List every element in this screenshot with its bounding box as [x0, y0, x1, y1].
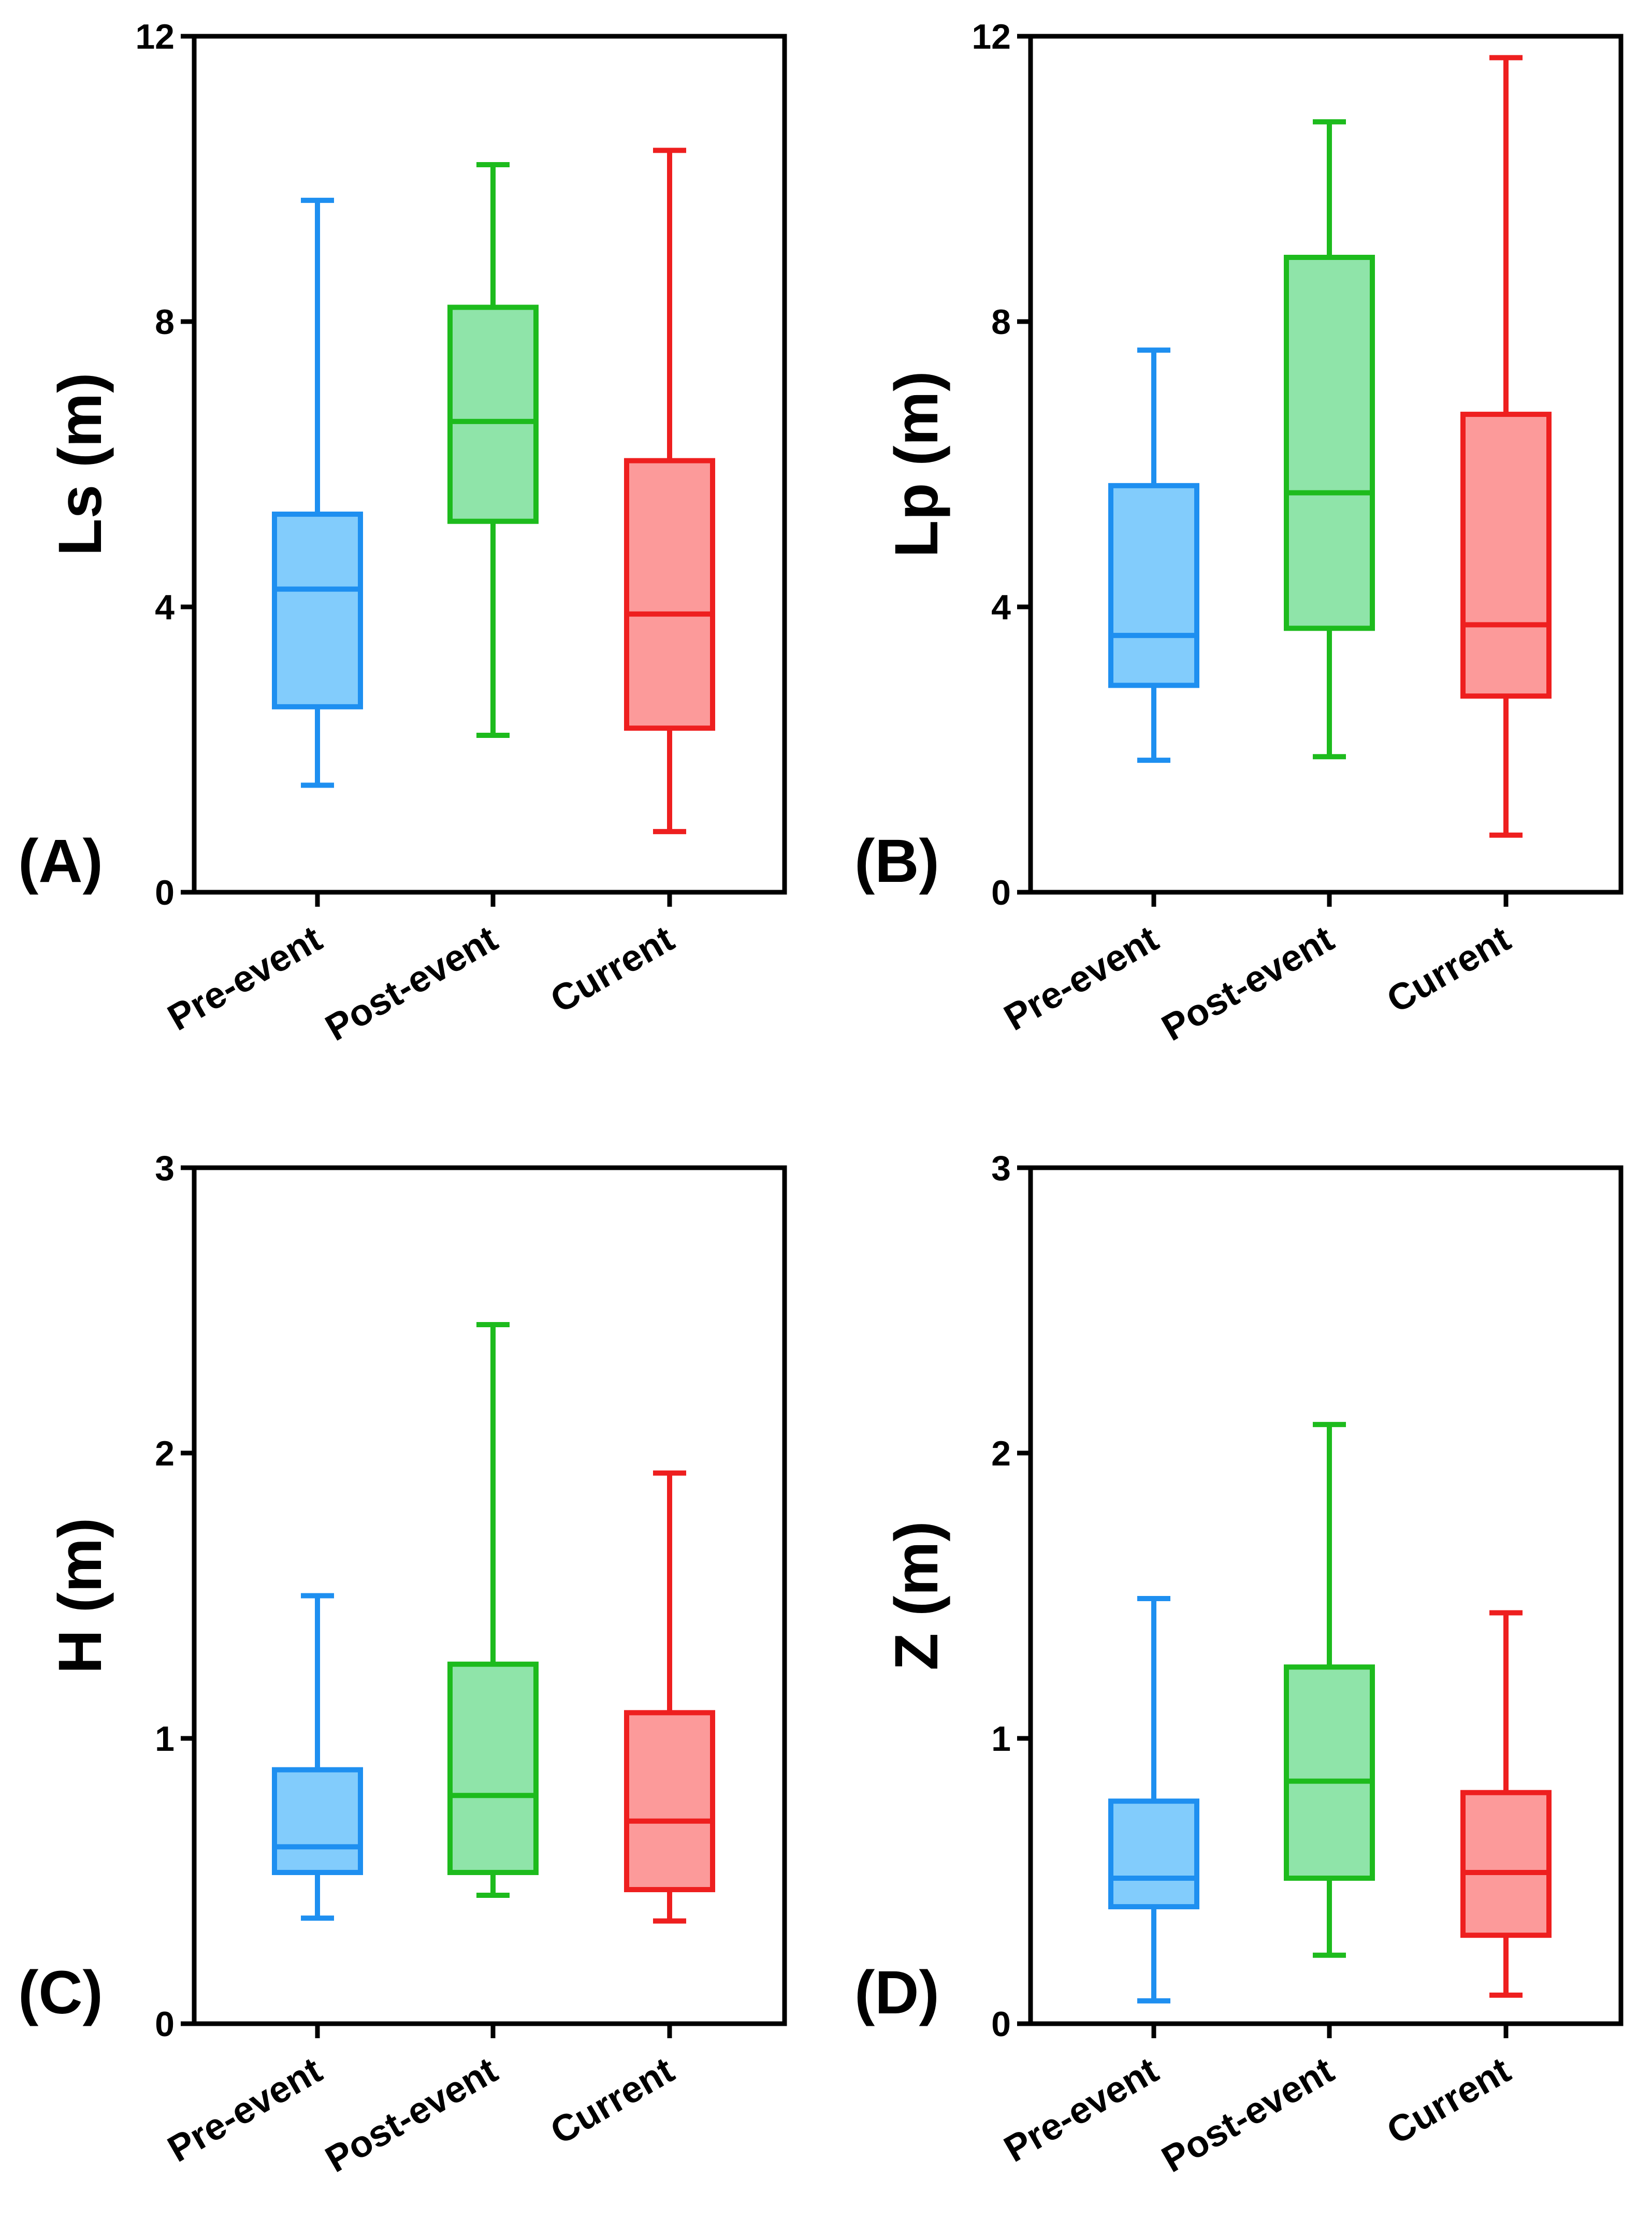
x-category-label-current: Current	[544, 2050, 681, 2153]
y-axis-title: Ls (m)	[46, 373, 114, 556]
y-tick-label: 0	[155, 2005, 175, 2044]
y-tick-label: 1	[155, 1719, 175, 1759]
y-tick-label: 4	[155, 588, 175, 627]
panel-label: (D)	[854, 1958, 939, 2027]
x-category-label-post-event: Post-event	[1155, 2050, 1341, 2181]
iqr-box-current	[624, 1710, 715, 1893]
plot-frame	[192, 34, 787, 895]
plot-frame	[1028, 1165, 1624, 2026]
x-category-label-pre-event: Pre-event	[161, 2050, 329, 2170]
y-tick-label: 12	[972, 17, 1011, 56]
y-tick-label: 8	[155, 302, 175, 342]
x-category-label-current: Current	[1380, 2050, 1517, 2153]
y-tick-label: 3	[155, 1149, 175, 1188]
panel-label: (C)	[18, 1958, 103, 2027]
box-pre-event	[272, 197, 363, 788]
y-tick-label: 0	[991, 873, 1011, 912]
y-axis-title: H (m)	[46, 1518, 114, 1674]
box-current	[624, 1470, 715, 1924]
x-category-label-pre-event: Pre-event	[997, 2050, 1165, 2170]
y-tick-label: 3	[991, 1149, 1011, 1188]
iqr-box-post-event	[1284, 255, 1375, 631]
box-current	[624, 148, 715, 834]
y-tick-label: 2	[155, 1434, 175, 1473]
y-tick-label: 2	[991, 1434, 1011, 1473]
iqr-box-post-event	[447, 1661, 539, 1875]
box-post-event	[1284, 119, 1375, 760]
y-axis-title: Lp (m)	[882, 371, 951, 557]
box-post-event	[1284, 1421, 1375, 1958]
y-tick-label: 1	[991, 1719, 1011, 1759]
x-category-label-post-event: Post-event	[1155, 918, 1341, 1049]
box-pre-event	[1108, 1596, 1199, 2004]
plot-frame	[1028, 34, 1624, 895]
x-category-label-pre-event: Pre-event	[997, 918, 1165, 1039]
x-category-label-post-event: Post-event	[318, 2050, 504, 2181]
box-post-event	[447, 162, 539, 738]
iqr-box-pre-event	[272, 511, 363, 709]
panel-label: (B)	[854, 827, 939, 895]
box-post-event	[447, 1322, 539, 1898]
y-tick-label: 12	[135, 17, 175, 56]
x-category-label-current: Current	[1380, 918, 1517, 1021]
box-pre-event	[1108, 347, 1199, 763]
iqr-box-post-event	[447, 304, 539, 524]
y-tick-label: 0	[991, 2005, 1011, 2044]
x-category-label-post-event: Post-event	[318, 918, 504, 1049]
panel-label: (A)	[18, 827, 103, 895]
iqr-box-post-event	[1284, 1664, 1375, 1881]
iqr-box-pre-event	[272, 1767, 363, 1875]
y-tick-label: 4	[991, 588, 1011, 627]
y-axis-title: Z (m)	[882, 1521, 951, 1670]
x-category-label-pre-event: Pre-event	[161, 918, 329, 1039]
y-tick-label: 8	[991, 302, 1011, 342]
box-current	[1460, 55, 1552, 838]
box-pre-event	[272, 1593, 363, 1921]
plot-frame	[192, 1165, 787, 2026]
iqr-box-current	[624, 458, 715, 731]
y-tick-label: 0	[155, 873, 175, 912]
iqr-box-current	[1460, 412, 1552, 699]
box-current	[1460, 1610, 1552, 1998]
x-category-label-current: Current	[544, 918, 681, 1021]
iqr-box-pre-event	[1108, 483, 1199, 688]
iqr-box-pre-event	[1108, 1798, 1199, 1910]
iqr-box-current	[1460, 1790, 1552, 1938]
